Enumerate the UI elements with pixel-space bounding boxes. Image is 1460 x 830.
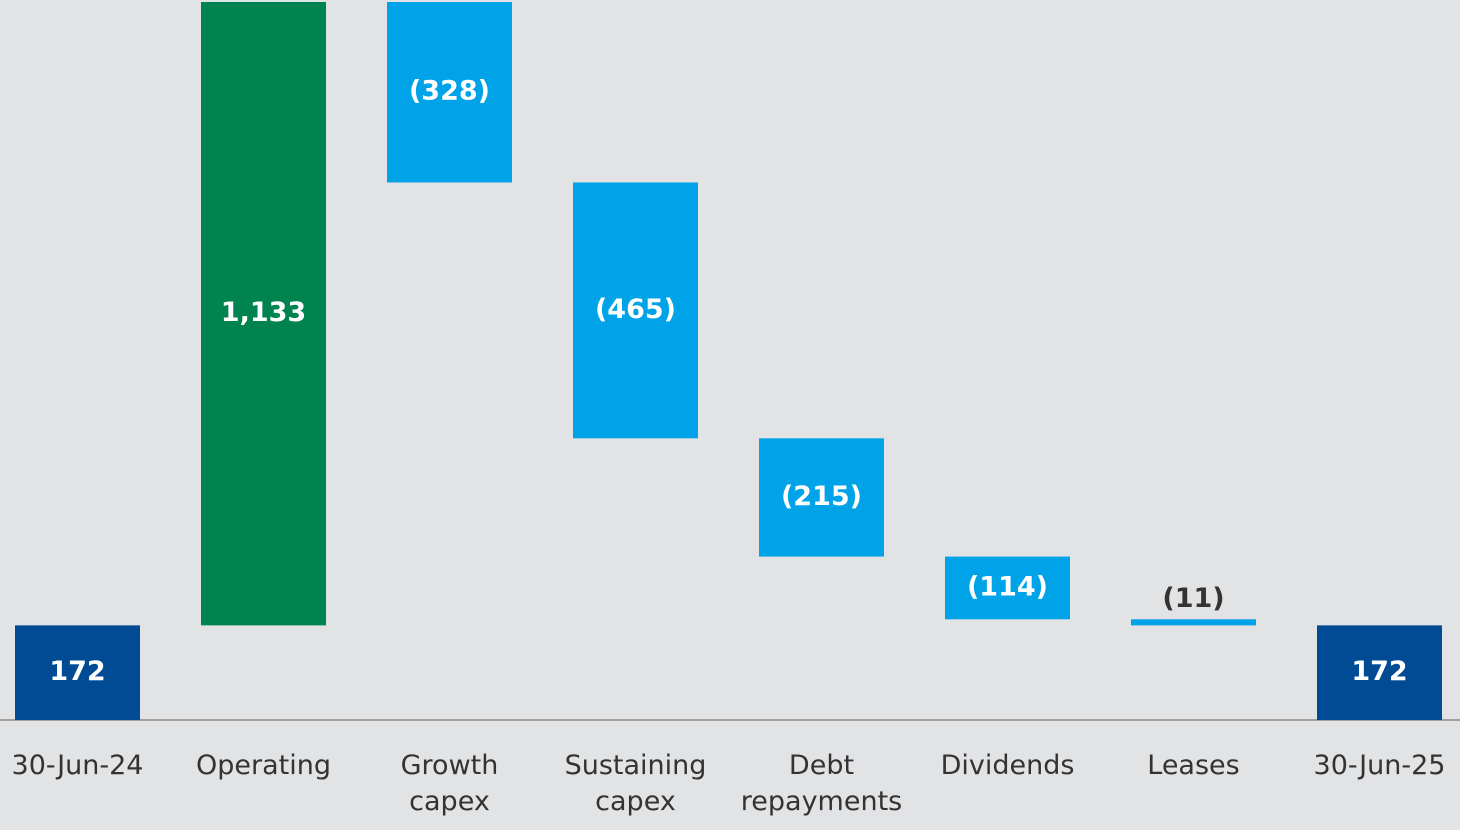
bar (945, 556, 1070, 620)
bar (1317, 625, 1442, 720)
bar (573, 182, 698, 439)
value-label: (465) (595, 294, 676, 325)
category-label: Debt repayments (740, 750, 903, 817)
bar (1131, 619, 1256, 626)
value-label: (11) (1162, 583, 1224, 614)
category-label: Leases (1147, 750, 1240, 781)
value-label: (328) (409, 76, 490, 107)
bar (201, 2, 326, 626)
value-label: 1,133 (221, 297, 306, 328)
bar (387, 2, 512, 183)
bar (759, 438, 884, 557)
category-label: Sustaining capex (564, 750, 707, 817)
bar (15, 625, 140, 720)
category-label: 30-Jun-24 (11, 750, 144, 781)
category-label: Growth capex (400, 750, 499, 817)
value-label: (215) (781, 481, 862, 512)
value-label: 172 (49, 656, 105, 687)
category-label: 30-Jun-25 (1313, 750, 1446, 781)
category-label: Operating (196, 750, 331, 781)
value-label: (114) (967, 571, 1048, 602)
value-label: 172 (1351, 656, 1407, 687)
category-label: Dividends (940, 750, 1075, 781)
